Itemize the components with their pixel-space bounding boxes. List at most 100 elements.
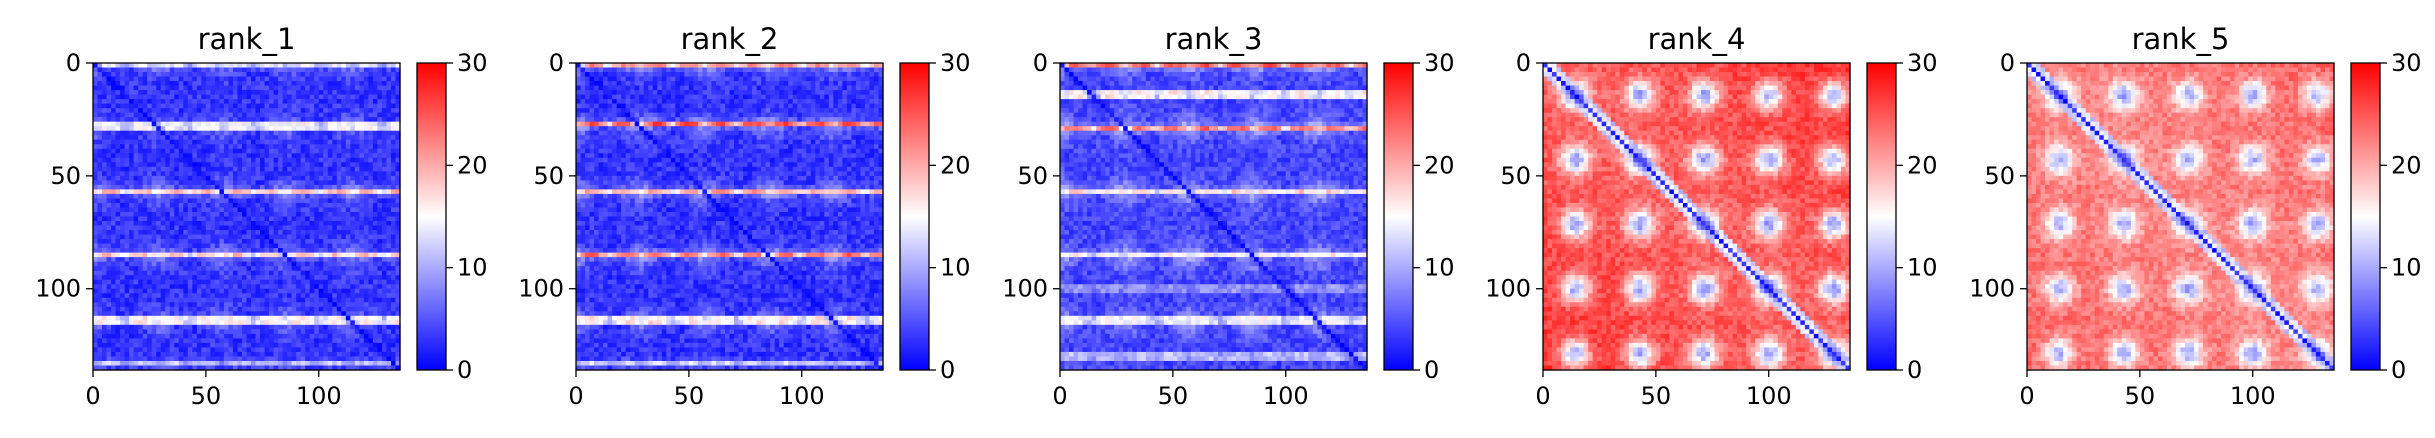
heatmap-cell: [265, 95, 270, 100]
heatmap-cell: [332, 99, 337, 104]
heatmap-cell: [116, 162, 121, 167]
heatmap-cell: [147, 153, 152, 158]
heatmap-cell: [274, 117, 279, 122]
heatmap-cell: [170, 122, 175, 127]
heatmap-cell: [206, 131, 211, 136]
heatmap-cell: [116, 68, 121, 73]
heatmap-cell: [287, 108, 292, 113]
heatmap-cell: [116, 135, 121, 140]
heatmap-cell: [314, 153, 319, 158]
heatmap-cell: [355, 99, 360, 104]
heatmap-cell: [319, 140, 324, 145]
heatmap-cell: [242, 72, 247, 77]
heatmap-cell: [111, 63, 116, 68]
heatmap-cell: [197, 126, 202, 131]
heatmap-cell: [373, 95, 378, 100]
heatmap-cell: [116, 158, 121, 163]
heatmap-cell: [129, 113, 134, 118]
heatmap-cell: [274, 131, 279, 136]
heatmap-cell: [355, 68, 360, 73]
heatmap-cell: [301, 117, 306, 122]
heatmap-cell: [260, 126, 265, 131]
heatmap-cell: [138, 72, 143, 77]
heatmap-cell: [147, 144, 152, 149]
heatmap-cell: [391, 81, 396, 86]
heatmap-cell: [278, 135, 283, 140]
heatmap-cell: [328, 95, 333, 100]
heatmap-cell: [224, 63, 229, 68]
heatmap-cell: [296, 126, 301, 131]
heatmap-cell: [256, 90, 261, 95]
heatmap-cell: [274, 95, 279, 100]
heatmap-cell: [102, 149, 107, 154]
heatmap-cell: [377, 104, 382, 109]
heatmap-cell: [215, 113, 220, 118]
heatmap-cell: [192, 144, 197, 149]
heatmap-cell: [359, 153, 364, 158]
heatmap-cell: [301, 95, 306, 100]
heatmap-cell: [287, 126, 292, 131]
heatmap-cell: [346, 140, 351, 145]
heatmap-cell: [197, 86, 202, 91]
heatmap-cell: [125, 77, 130, 82]
heatmap-cell: [364, 63, 369, 68]
heatmap-cell: [247, 90, 252, 95]
heatmap-cell: [143, 158, 148, 163]
heatmap-cell: [156, 81, 161, 86]
heatmap-cell: [368, 131, 373, 136]
heatmap-cell: [129, 131, 134, 136]
heatmap-cell: [138, 95, 143, 100]
heatmap-cell: [237, 126, 242, 131]
heatmap-cell: [355, 81, 360, 86]
heatmap-cell: [274, 149, 279, 154]
heatmap-cell: [224, 90, 229, 95]
heatmap-cell: [364, 140, 369, 145]
heatmap-cell: [287, 131, 292, 136]
heatmap-cell: [323, 108, 328, 113]
heatmap-cell: [319, 158, 324, 163]
heatmap-cell: [314, 131, 319, 136]
heatmap-cell: [386, 153, 391, 158]
heatmap-cell: [337, 81, 342, 86]
heatmap-cell: [174, 108, 179, 113]
heatmap-cell: [138, 77, 143, 82]
heatmap-cell: [233, 144, 238, 149]
heatmap-cell: [323, 86, 328, 91]
heatmap-cell: [188, 126, 193, 131]
heatmap-cell: [319, 104, 324, 109]
heatmap-cell: [332, 77, 337, 82]
heatmap-cell: [129, 95, 134, 100]
heatmap-cell: [188, 144, 193, 149]
heatmap-cell: [346, 149, 351, 154]
heatmap-cell: [301, 63, 306, 68]
heatmap-cell: [269, 90, 274, 95]
heatmap-cell: [323, 77, 328, 82]
heatmap-cell: [242, 140, 247, 145]
heatmap-cell: [201, 140, 206, 145]
heatmap-cell: [260, 104, 265, 109]
heatmap-cell: [188, 117, 193, 122]
heatmap-cell: [215, 108, 220, 113]
heatmap-cell: [228, 140, 233, 145]
heatmap-cell: [111, 86, 116, 91]
heatmap-cell: [192, 135, 197, 140]
heatmap-cell: [368, 90, 373, 95]
heatmap-cell: [233, 90, 238, 95]
heatmap-cell: [391, 122, 396, 127]
heatmap-cell: [355, 63, 360, 68]
heatmap-cell: [161, 90, 166, 95]
heatmap-cell: [359, 131, 364, 136]
heatmap-cell: [328, 126, 333, 131]
heatmap-cell: [161, 81, 166, 86]
heatmap-cell: [269, 122, 274, 127]
heatmap-cell: [256, 140, 261, 145]
heatmap-cell: [382, 126, 387, 131]
heatmap-cell: [310, 81, 315, 86]
heatmap-cell: [337, 104, 342, 109]
heatmap-cell: [93, 162, 98, 167]
heatmap-cell: [219, 140, 224, 145]
heatmap-cell: [228, 158, 233, 163]
heatmap-cell: [359, 122, 364, 127]
heatmap-cell: [179, 140, 184, 145]
heatmap-cell: [359, 72, 364, 77]
